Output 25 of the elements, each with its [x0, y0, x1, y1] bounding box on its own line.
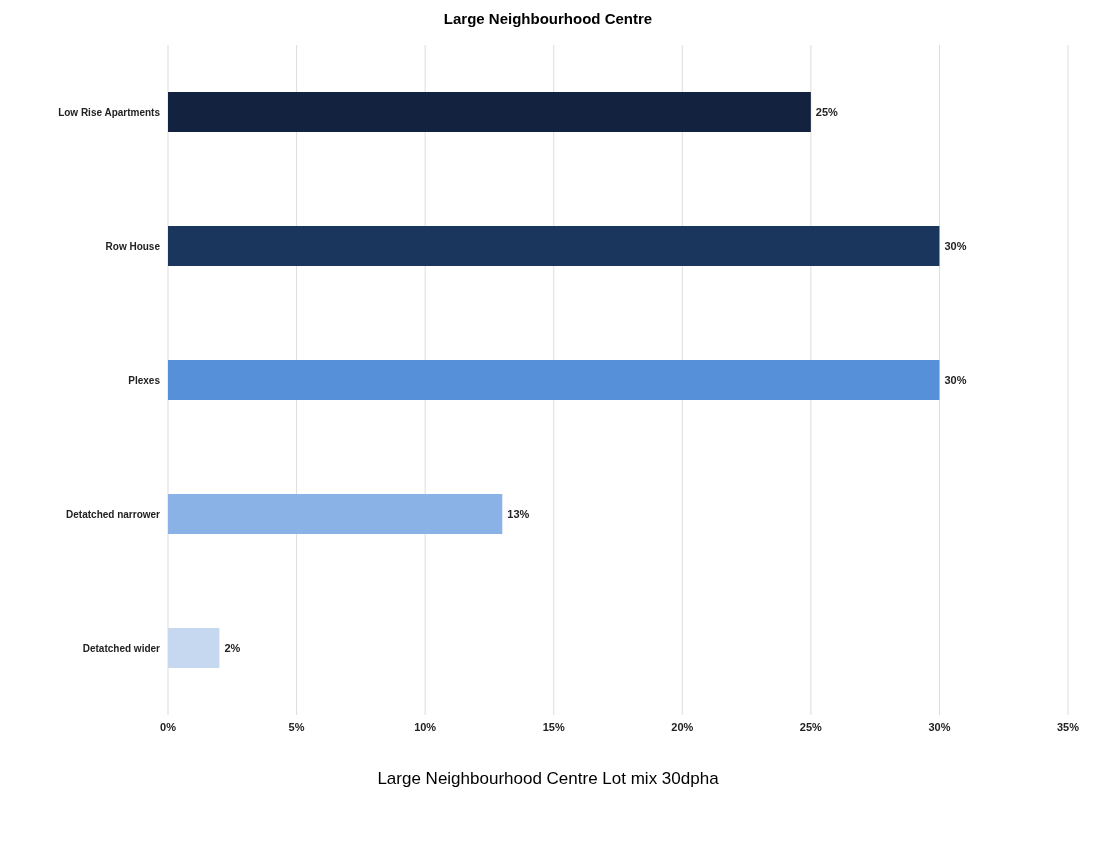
x-tick-label: 20% [671, 720, 694, 733]
x-tick-label: 10% [414, 720, 437, 733]
data-label: 25% [815, 105, 839, 118]
chart-title: Large Neighbourhood Centre [442, 10, 654, 27]
x-tick-label: 0% [160, 720, 177, 733]
y-tick-label: Row House [105, 240, 161, 252]
data-label: 2% [224, 641, 241, 654]
y-tick-label: Plexes [128, 374, 161, 386]
x-tick-label: 5% [288, 720, 305, 733]
y-tick-label: Detatched wider [82, 642, 161, 654]
data-label: 30% [944, 239, 967, 252]
text: Large Neighbourhood Centre Lot mix 30dpha [376, 769, 720, 789]
bar [168, 493, 503, 534]
bar [168, 359, 940, 400]
bar [168, 627, 220, 668]
bar [168, 91, 811, 132]
x-tick-label: 25% [799, 720, 823, 733]
bar [168, 225, 940, 266]
x-tick-label: 35% [1056, 720, 1080, 733]
y-tick-label: Low Rise Apartments [58, 106, 161, 118]
data-label: 30% [944, 373, 967, 386]
data-label: 13% [507, 507, 530, 520]
x-tick-label: 30% [928, 720, 951, 733]
x-tick-label: 15% [542, 720, 565, 733]
y-tick-label: Detatched narrower [66, 508, 161, 520]
